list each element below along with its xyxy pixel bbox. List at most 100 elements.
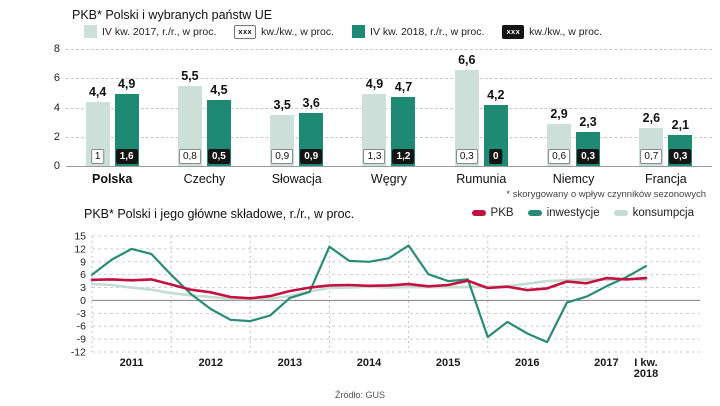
bar-value-label: 3,6: [302, 96, 320, 111]
legend-item-qoq-dark: xxx kw./kw., w proc.: [502, 25, 602, 39]
line-y-tick: -9: [77, 334, 86, 346]
bar-value-label: 4,9: [365, 77, 384, 92]
bar-value-label: 4,7: [394, 80, 413, 95]
country-group: 3,5 0,9 3,6 0,9 Słowacja: [251, 44, 343, 204]
bar-value-label: 4,2: [487, 87, 505, 102]
qoq-value-box: 0,5: [207, 149, 230, 164]
country-group: 5,5 0,8 4,5 0,5 Czechy: [158, 44, 250, 204]
qoq-sample-box-light-icon: xxx: [234, 25, 257, 39]
qoq-value-box: 0,3: [577, 149, 600, 164]
qoq-value-box: 0: [489, 149, 503, 164]
qoq-value-box: 1,3: [363, 149, 386, 164]
qoq-sample-box-dark-icon: xxx: [502, 25, 525, 39]
qoq-value-box: 0,9: [271, 149, 294, 164]
series-line-PKB: [90, 276, 648, 300]
line-y-tick: 3: [80, 282, 86, 294]
bar-plot-area: 4,4 1 4,9 1,6 Polska 5,5 0,8 4,5 0,5 Czechy 3,5 0,9…: [66, 44, 712, 204]
line-chart-legend: PKB inwestycje konsumpcja: [471, 207, 694, 219]
year-label: 2015: [436, 357, 460, 369]
bar-value-label: 2,3: [579, 115, 597, 130]
bar-gridline: [66, 78, 712, 80]
line-y-tick: 6: [80, 269, 86, 281]
bar-value-label: 3,5: [273, 97, 291, 112]
legend-item-qoq-light: xxx kw./kw., w proc.: [234, 25, 334, 39]
bar-y-tick: 2: [53, 130, 60, 143]
country-group: 6,6 0,3 4,2 0 Rumunia: [435, 44, 527, 204]
bar-gridline: [66, 107, 712, 109]
qoq-value-box: 1,2: [392, 149, 415, 164]
qoq-value-box: 0,3: [669, 149, 692, 164]
bar-value-label: 2,9: [550, 106, 568, 121]
legend-label-2018: IV kw. 2018, r./r., w proc.: [370, 25, 485, 38]
legend-label-konsumpcja: konsumpcja: [632, 207, 694, 219]
legend-label-qoq-light: kw./kw., w proc.: [261, 25, 335, 38]
bar-gridline: [66, 49, 712, 51]
bar-chart: 4,4 1 4,9 1,6 Polska 5,5 0,8 4,5 0,5 Czechy 3,5 0,9…: [42, 43, 714, 204]
bar-value-label: 6,6: [458, 52, 476, 67]
qoq-value-box: 0,7: [640, 149, 663, 164]
country-label: Czechy: [183, 172, 226, 186]
swatch-2017-icon: [84, 25, 97, 39]
swatch-2018-icon: [352, 25, 366, 39]
line-chart-title: PKB* Polski i jego główne składowe, r./r…: [84, 207, 355, 221]
qoq-value-box: 0,6: [548, 149, 571, 164]
bar-y-tick: 6: [53, 72, 60, 85]
year-label: 2017: [594, 357, 618, 369]
legend-item-konsumpcja: konsumpcja: [613, 207, 694, 219]
line-y-tick: 12: [74, 243, 86, 255]
bar-y-tick: 8: [53, 43, 60, 56]
pkb-line-icon: [471, 210, 486, 216]
country-label: Węgry: [370, 172, 408, 186]
bar-y-tick: 4: [53, 101, 60, 114]
bar-y-tick: 0: [53, 160, 60, 172]
year-label: 2014: [357, 357, 382, 369]
bar-chart-title: PKB* Polski i wybranych państw UE: [72, 8, 273, 22]
line-y-tick: 15: [74, 231, 86, 243]
bar-value-label: 4,9: [117, 77, 136, 92]
year-label: 2013: [278, 357, 302, 369]
year-label: 2012: [198, 357, 222, 369]
legend-label-2017: IV kw. 2017, r./r., w proc.: [102, 25, 217, 38]
final-quarter-label: I kw. 2018: [634, 357, 658, 380]
qoq-value-box: 0,8: [178, 149, 201, 164]
line-y-tick: 0: [80, 295, 86, 307]
konsumpcja-line-icon: [613, 210, 628, 216]
country-group: 2,9 0,6 2,3 0,3 Niemcy: [527, 44, 619, 204]
legend-label-qoq-dark: kw./kw., w proc.: [529, 25, 603, 38]
country-group: 4,4 1 4,9 1,6 Polska: [66, 44, 158, 204]
country-label: Francja: [645, 172, 687, 186]
source-credit: Źródło: GUS: [334, 390, 385, 400]
country-label: Rumunia: [456, 172, 507, 186]
bar-value-label: 2,6: [642, 111, 661, 126]
legend-label-pkb: PKB: [490, 207, 514, 219]
line-y-tick: -6: [77, 321, 86, 333]
line-y-tick: 9: [80, 256, 86, 268]
qoq-value-box: 1: [90, 149, 105, 164]
year-label: 2016: [515, 357, 539, 369]
bar-value-label: 2,1: [671, 118, 690, 133]
year-label: 2011: [120, 357, 144, 369]
bar-value-label: 5,5: [181, 68, 199, 83]
qoq-value-box: 0,9: [300, 149, 323, 164]
line-y-tick: -3: [77, 308, 86, 320]
footnote: * skorygowany o wpływ czynników sezonowy…: [506, 189, 706, 200]
bar-value-label: 4,4: [88, 84, 107, 99]
bar-chart-legend: IV kw. 2017, r./r., w proc. xxx kw./kw.,…: [84, 25, 602, 39]
line-y-tick: -12: [71, 347, 86, 359]
country-group: 4,9 1,3 4,7 1,2 Węgry: [343, 44, 435, 204]
legend-label-inwestycje: inwestycje: [546, 207, 600, 219]
country-group: 2,6 0,7 2,1 0,3 Francja: [620, 44, 712, 204]
qoq-value-box: 0,3: [455, 149, 478, 164]
bar-gridline: [66, 166, 712, 167]
bar-value-label: 4,5: [210, 83, 228, 98]
legend-item-pkb: PKB: [471, 207, 514, 219]
country-label: Słowacja: [271, 172, 322, 186]
qoq-value-box: 1,6: [115, 149, 138, 164]
legend-item-2018: IV kw. 2018, r./r., w proc.: [352, 25, 485, 39]
legend-item-2017: IV kw. 2017, r./r., w proc.: [84, 25, 217, 39]
legend-item-inwestycje: inwestycje: [527, 207, 600, 219]
country-label: Niemcy: [552, 172, 595, 186]
country-label: Polska: [91, 172, 133, 186]
